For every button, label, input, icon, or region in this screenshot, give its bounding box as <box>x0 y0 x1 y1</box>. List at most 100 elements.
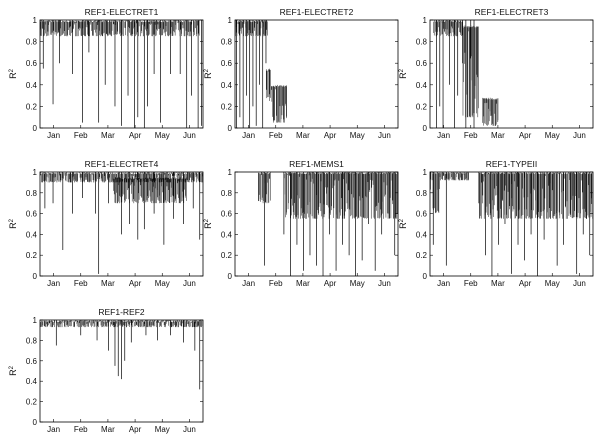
x-tick-label: May <box>155 131 170 140</box>
subplot-title: REF1-ELECTRET1 <box>85 7 159 17</box>
x-tick-label: Apr <box>129 279 142 288</box>
y-tick-label: 0.8 <box>26 38 38 47</box>
y-tick-label: 0.4 <box>416 230 428 239</box>
subplot-2: REF1-ELECTRET2 R2 0 0.2 0.4 0.6 0.8 1 Jan Feb Mar A… <box>203 7 399 140</box>
y-tick-label: 0.8 <box>221 38 233 47</box>
x-tick-label: Jun <box>183 425 196 434</box>
x-tick-label: Mar <box>491 131 505 140</box>
x-tick-label: Mar <box>101 279 115 288</box>
x-tick-label: May <box>350 131 365 140</box>
y-tick-label: 0.2 <box>416 251 428 260</box>
y-tick-label: 0.2 <box>26 102 38 111</box>
y-axis-label: R2 <box>8 365 18 376</box>
x-tick-label: Jan <box>242 279 255 288</box>
plot-frame <box>429 171 594 277</box>
series-trace <box>430 172 593 276</box>
y-tick-label: 0.8 <box>416 38 428 47</box>
y-tick-label: 0.6 <box>221 59 233 68</box>
y-axis-label: R2 <box>398 218 408 229</box>
y-tick-label: 0.2 <box>221 102 233 111</box>
x-tick-label: Feb <box>74 425 88 434</box>
y-tick-label: 0.6 <box>221 210 233 219</box>
y-tick-label: 1 <box>33 168 38 177</box>
y-tick-label: 0.6 <box>26 59 38 68</box>
subplot-title: REF1-REF2 <box>98 307 145 317</box>
y-tick-label: 0.4 <box>416 81 428 90</box>
series-trace <box>235 20 287 128</box>
y-tick-label: 0 <box>423 272 428 281</box>
y-tick-label: 1 <box>423 168 428 177</box>
series-trace <box>40 20 202 128</box>
x-tick-label: May <box>545 279 560 288</box>
x-tick-label: Apr <box>519 279 532 288</box>
x-tick-label: Feb <box>269 131 283 140</box>
x-tick-label: May <box>155 425 170 434</box>
series-trace <box>433 20 499 128</box>
y-tick-label: 1 <box>33 316 38 325</box>
x-tick-label: Apr <box>129 131 142 140</box>
y-axis-label: R2 <box>203 218 213 229</box>
y-tick-label: 0.8 <box>26 336 38 345</box>
x-tick-label: Mar <box>101 131 115 140</box>
subplot-title: REF1-ELECTRET3 <box>475 7 549 17</box>
x-tick-label: Jun <box>573 279 586 288</box>
series-band <box>40 20 200 37</box>
series-band <box>258 172 399 219</box>
subplot-6: REF1-TYPEII R2 0 0.2 0.4 0.6 0.8 1 Jan Feb Mar Apr M… <box>398 159 594 288</box>
y-tick-label: 0.6 <box>416 210 428 219</box>
y-tick-label: 0.4 <box>221 230 233 239</box>
series-band <box>40 320 203 328</box>
y-tick-label: 0.4 <box>26 230 38 239</box>
plot-frame <box>234 171 399 277</box>
x-tick-label: Mar <box>296 279 310 288</box>
y-axis-label: R2 <box>8 218 18 229</box>
x-tick-label: Jun <box>183 131 196 140</box>
x-tick-label: Apr <box>324 131 337 140</box>
subplot-title: REF1-MEMS1 <box>289 159 344 169</box>
subplot-3: REF1-ELECTRET3 R2 0 0.2 0.4 0.6 0.8 1 Jan Feb Mar A… <box>398 7 594 140</box>
x-tick-label: Feb <box>74 279 88 288</box>
x-tick-label: Apr <box>519 131 532 140</box>
plot-frame <box>39 19 204 129</box>
y-tick-label: 0.2 <box>26 398 38 407</box>
x-tick-label: Apr <box>129 425 142 434</box>
x-tick-label: Jan <box>47 279 60 288</box>
x-tick-label: Jan <box>242 131 255 140</box>
series-trace <box>40 320 203 390</box>
y-tick-label: 1 <box>228 168 233 177</box>
x-tick-label: Jun <box>378 131 391 140</box>
y-tick-label: 0.8 <box>26 189 38 198</box>
y-tick-label: 0.8 <box>416 189 428 198</box>
series-trace <box>40 172 203 274</box>
subplot-1: REF1-ELECTRET1 R2 0 0.2 0.4 0.6 0.8 1 Jan Feb Mar A… <box>8 7 204 140</box>
x-tick-label: Feb <box>464 279 478 288</box>
y-tick-label: 0.2 <box>26 251 38 260</box>
plot-frame <box>234 19 399 129</box>
subplot-7: REF1-REF2 R2 0 0.2 0.4 0.6 0.8 1 Jan Feb Mar Apr May… <box>8 307 204 434</box>
y-tick-label: 0.4 <box>26 81 38 90</box>
x-tick-label: Feb <box>269 279 283 288</box>
subplot-5: REF1-MEMS1 R2 0 0.2 0.4 0.6 0.8 1 Jan Feb Mar Apr Ma… <box>203 159 399 288</box>
y-tick-label: 0.4 <box>26 377 38 386</box>
subplot-title: REF1-TYPEII <box>486 159 537 169</box>
x-tick-label: Jan <box>47 425 60 434</box>
x-tick-label: Feb <box>464 131 478 140</box>
x-tick-label: Jan <box>437 131 450 140</box>
y-tick-label: 0.2 <box>221 251 233 260</box>
y-tick-label: 0 <box>33 124 38 133</box>
y-tick-label: 0 <box>423 124 428 133</box>
y-tick-label: 0.8 <box>221 189 233 198</box>
x-tick-label: Jan <box>47 131 60 140</box>
x-tick-label: Jan <box>437 279 450 288</box>
plot-frame <box>39 171 204 277</box>
y-tick-label: 0 <box>33 272 38 281</box>
series-band <box>40 172 203 204</box>
x-tick-label: Mar <box>296 131 310 140</box>
x-tick-label: Jun <box>183 279 196 288</box>
y-tick-label: 1 <box>423 16 428 25</box>
y-axis-label: R2 <box>203 68 213 79</box>
x-tick-label: May <box>350 279 365 288</box>
y-axis-label: R2 <box>8 68 18 79</box>
x-tick-label: Mar <box>491 279 505 288</box>
